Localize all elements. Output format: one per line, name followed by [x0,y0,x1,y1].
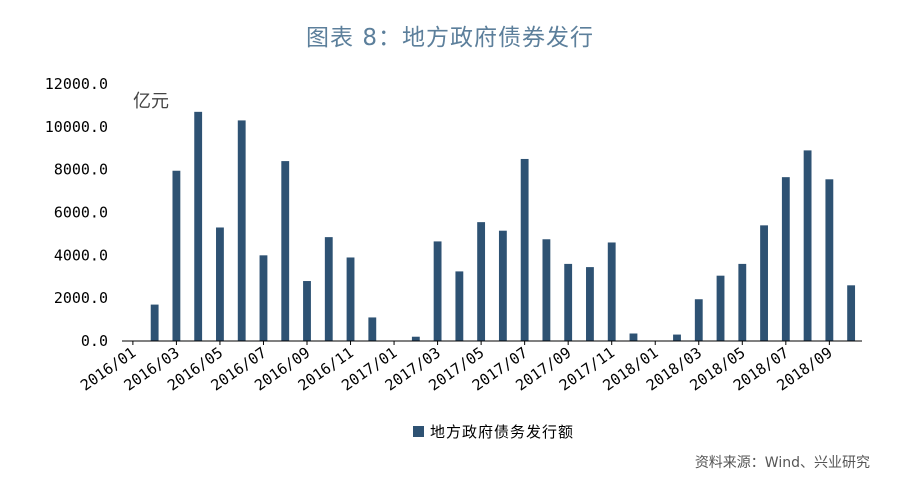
legend-label: 地方政府债务发行额 [430,423,574,441]
bar-2016-03 [172,170,181,341]
bar-2018-10 [847,285,856,341]
y-tick-label: 10000.0 [45,118,108,136]
bar-2016-04 [194,111,203,341]
legend-swatch [413,426,424,437]
y-tick-label: 4000.0 [54,246,108,264]
bar-2016-08 [281,161,290,341]
bar-2017-12 [629,333,638,341]
bar-2016-12 [368,317,377,341]
bar-2017-11 [607,242,616,341]
bar-2018-02 [673,334,681,341]
bar-2018-08 [803,150,812,341]
x-axis-ticks: 2016/012016/032016/052016/072016/092016/… [77,341,836,395]
bar-2017-07 [520,158,529,341]
bar-2018-05 [738,263,747,341]
bar-2017-10 [586,267,594,341]
bar-2016-02 [150,304,159,341]
bar-2018-09 [825,179,834,341]
bar-2017-08 [542,239,551,341]
bar-2016-07 [259,255,268,341]
bar-2017-09 [564,263,573,341]
bar-2018-04 [716,275,725,341]
bar-2016-10 [324,237,333,341]
bar-2018-03 [694,299,703,341]
bar-2017-02 [411,336,420,341]
bar-2018-06 [760,225,768,341]
legend: 地方政府债务发行额 [413,423,574,441]
y-tick-label: 2000.0 [54,289,108,307]
source-note: 资料来源：Wind、兴业研究 [694,455,870,471]
y-tick-label: 0.0 [81,332,108,350]
bar-2017-06 [498,230,507,341]
y-tick-label: 6000.0 [54,204,108,222]
y-tick-label: 12000.0 [45,75,108,93]
bar-series [150,111,856,341]
bar-2017-04 [455,271,464,341]
y-tick-label: 8000.0 [54,161,108,179]
y-unit-label: 亿元 [133,91,169,112]
bar-2016-05 [216,227,224,341]
y-axis-ticks: 0.0 2000.0 4000.0 6000.0 8000.0 10000.0 12000.… [45,75,108,350]
bar-2016-11 [346,257,355,341]
bar-2017-03 [433,241,442,341]
bar-2016-09 [303,281,311,341]
bar-2018-07 [781,177,790,341]
bar-2017-05 [477,222,486,341]
chart-title: 图表 8：地方政府债券发行 [306,25,594,51]
bar-2016-06 [237,120,246,341]
